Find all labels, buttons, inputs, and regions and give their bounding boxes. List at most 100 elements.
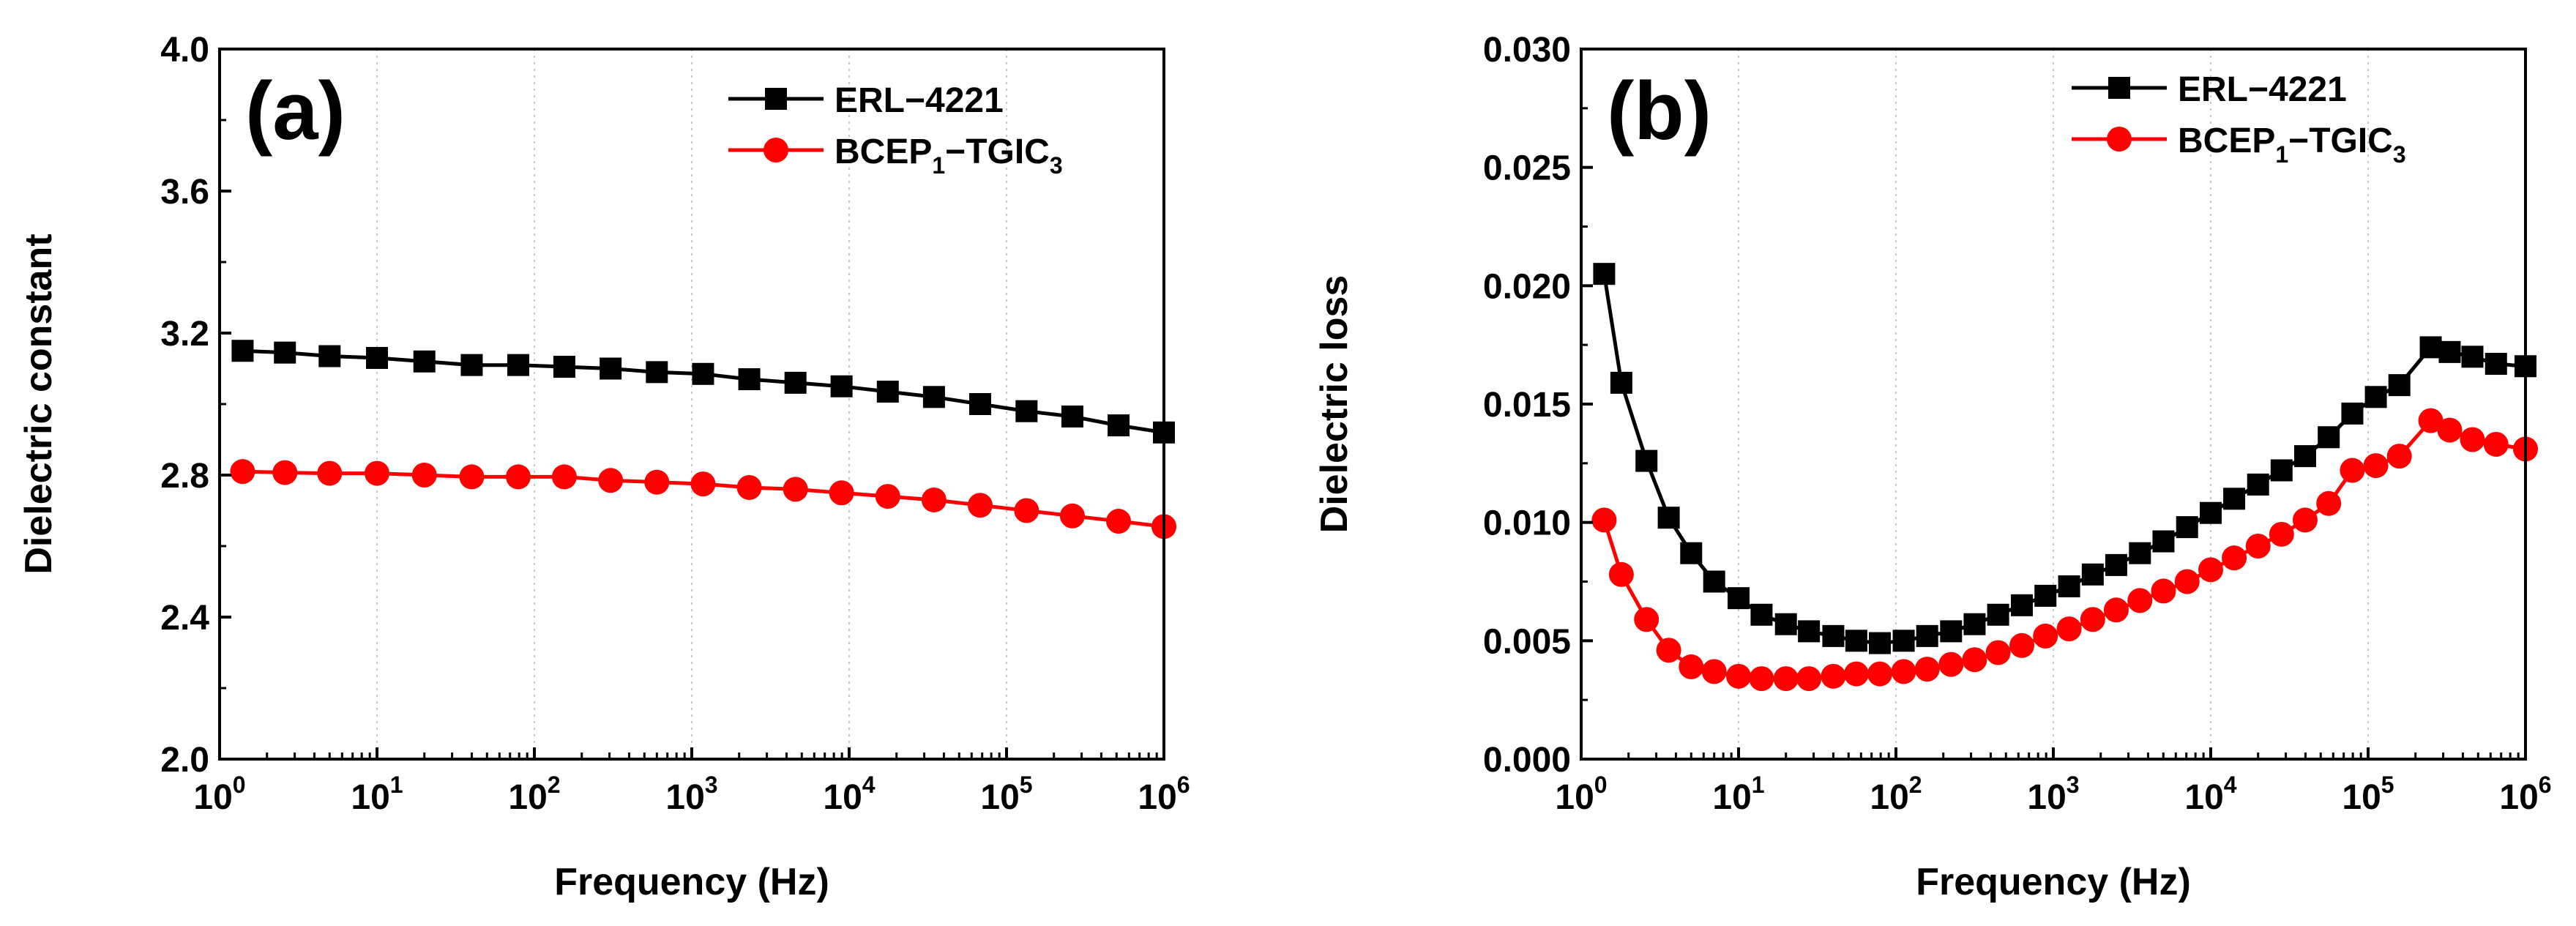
data-point-circle bbox=[1059, 503, 1085, 529]
panel-a: 2.0 2.4 2.8 3.2 3.6 4.0 100 101 102 103 104 105 106… bbox=[18, 31, 1190, 903]
data-point-square bbox=[1108, 414, 1130, 437]
data-point-square bbox=[2419, 336, 2442, 359]
series-line bbox=[1602, 273, 2526, 646]
data-point-square bbox=[2388, 374, 2411, 397]
series-1 bbox=[1593, 263, 2536, 654]
series-1 bbox=[231, 340, 1175, 444]
data-point-square bbox=[1635, 449, 1658, 472]
data-point-square bbox=[1798, 620, 1821, 643]
data-point-square bbox=[1750, 603, 1773, 626]
data-point-square bbox=[876, 381, 899, 403]
data-point-circle bbox=[967, 493, 993, 518]
data-point-square bbox=[1987, 603, 2009, 626]
y-tick-label: 0.030 bbox=[1483, 31, 1571, 70]
data-point-circle bbox=[1914, 657, 1940, 682]
data-point-circle bbox=[2460, 427, 2485, 452]
data-point-square bbox=[784, 371, 807, 394]
panel-b-y-ticks: 0.000 0.005 0.010 0.015 0.020 0.025 0.030 bbox=[1483, 31, 1593, 780]
data-point-circle bbox=[551, 464, 577, 490]
data-point-circle bbox=[2483, 431, 2509, 457]
data-point-circle bbox=[1106, 509, 1132, 534]
panel-b-legend: ERL−4221 BCEP1−TGIC3 bbox=[2072, 70, 2406, 168]
panel-a-legend-item-1: ERL−4221 bbox=[728, 81, 1004, 120]
data-point-square bbox=[1610, 371, 1632, 394]
data-point-circle bbox=[1656, 638, 1681, 663]
panel-a-legend-item-2: BCEP1−TGIC3 bbox=[728, 132, 1063, 179]
x-tick-label: 103 bbox=[665, 772, 717, 817]
legend-label-erl: ERL−4221 bbox=[2178, 70, 2347, 109]
panel-b-legend-item-2: BCEP1−TGIC3 bbox=[2072, 122, 2406, 168]
y-tick-label: 2.8 bbox=[160, 457, 209, 496]
data-point-square bbox=[1774, 613, 1797, 635]
data-point-square bbox=[1892, 630, 1915, 652]
data-point-circle bbox=[921, 487, 947, 512]
data-point-circle bbox=[1014, 498, 1039, 523]
data-point-square bbox=[553, 356, 575, 378]
legend-square-marker bbox=[765, 88, 787, 110]
x-tick-label: 104 bbox=[823, 772, 875, 817]
data-point-square bbox=[1822, 624, 1845, 647]
y-tick-label: 0.015 bbox=[1483, 386, 1571, 425]
data-point-square bbox=[2270, 459, 2293, 482]
y-tick-label: 0.005 bbox=[1483, 622, 1571, 661]
data-point-square bbox=[1061, 405, 1083, 427]
y-tick-label: 4.0 bbox=[160, 31, 209, 70]
data-point-square bbox=[2318, 426, 2340, 449]
x-tick-label: 102 bbox=[508, 772, 560, 817]
data-point-circle bbox=[2198, 557, 2223, 583]
data-point-square bbox=[646, 361, 668, 384]
data-point-square bbox=[1916, 624, 1938, 647]
data-point-circle bbox=[1634, 607, 1660, 632]
legend-circle-marker bbox=[2107, 127, 2132, 152]
y-tick-label: 2.0 bbox=[160, 741, 209, 780]
data-point-circle bbox=[317, 460, 343, 486]
data-point-circle bbox=[365, 460, 389, 486]
data-point-square bbox=[2081, 563, 2104, 586]
y-tick-label: 0.020 bbox=[1483, 267, 1571, 306]
data-point-circle bbox=[2245, 534, 2271, 559]
data-point-circle bbox=[2174, 569, 2200, 594]
data-point-circle bbox=[2103, 597, 2129, 623]
legend-circle-marker bbox=[764, 138, 788, 163]
y-tick-label: 0.025 bbox=[1483, 149, 1571, 188]
x-tick-label: 100 bbox=[1555, 772, 1607, 817]
data-point-circle bbox=[2080, 607, 2105, 632]
panel-b-legend-item-1: ERL−4221 bbox=[2072, 70, 2347, 109]
data-point-square bbox=[830, 375, 853, 397]
data-point-circle bbox=[459, 464, 485, 490]
data-point-square bbox=[922, 386, 945, 408]
data-point-circle bbox=[2418, 408, 2444, 433]
data-point-circle bbox=[2269, 521, 2294, 547]
panel-b-x-axis-label: Frequency (Hz) bbox=[1916, 861, 2191, 903]
data-point-circle bbox=[272, 460, 298, 485]
data-point-square bbox=[413, 350, 436, 373]
data-point-square bbox=[2011, 594, 2034, 616]
data-point-square bbox=[1728, 587, 1750, 610]
data-point-circle bbox=[1891, 659, 1916, 684]
series-2 bbox=[1591, 408, 2538, 692]
data-point-square bbox=[2034, 584, 2057, 607]
data-point-square bbox=[2176, 516, 2198, 539]
data-point-square bbox=[1845, 630, 1867, 652]
data-point-square bbox=[1703, 570, 1725, 593]
data-point-circle bbox=[690, 471, 716, 497]
data-point-square bbox=[1868, 632, 1891, 654]
data-point-circle bbox=[1962, 647, 1987, 673]
legend-label-erl: ERL−4221 bbox=[835, 81, 1004, 120]
data-point-circle bbox=[598, 468, 624, 493]
data-point-circle bbox=[1985, 640, 2011, 665]
data-point-square bbox=[2105, 553, 2127, 576]
data-point-square bbox=[366, 346, 388, 369]
data-point-square bbox=[968, 393, 991, 415]
x-tick-label: 101 bbox=[351, 772, 403, 817]
data-point-circle bbox=[1773, 666, 1799, 692]
data-point-square bbox=[2293, 445, 2316, 468]
panel-a-x-ticks: 100 101 102 103 104 105 106 bbox=[193, 747, 1190, 817]
data-point-square bbox=[1940, 620, 1963, 643]
data-point-square bbox=[274, 341, 296, 364]
data-point-square bbox=[692, 362, 714, 385]
data-point-circle bbox=[783, 477, 808, 502]
data-point-square bbox=[738, 368, 761, 391]
data-point-circle bbox=[1701, 659, 1727, 684]
